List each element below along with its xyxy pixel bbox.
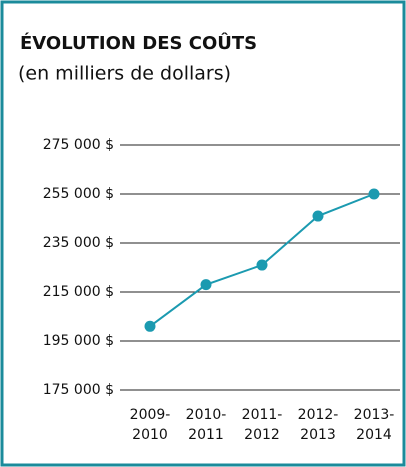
x-tick-label: 2011-2012 <box>241 407 283 443</box>
y-tick-label: 275 000 $ <box>43 137 114 153</box>
point <box>368 188 380 200</box>
y-tick-label: 175 000 $ <box>43 382 114 398</box>
point <box>144 320 156 332</box>
y-tick-label: 195 000 $ <box>43 333 114 349</box>
x-tick-label: 2009-2010 <box>129 407 171 443</box>
point <box>312 210 324 222</box>
x-tick-label: 2013-2014 <box>353 407 395 443</box>
y-tick-label: 255 000 $ <box>43 186 114 202</box>
y-tick-label: 215 000 $ <box>43 284 114 300</box>
y-tick-label: 235 000 $ <box>43 235 114 251</box>
chart-subtitle: (en milliers de dollars) <box>18 63 231 85</box>
point <box>200 279 212 291</box>
x-tick-label: 2010-2011 <box>185 407 227 443</box>
point <box>256 259 268 271</box>
x-tick-label: 2012-2013 <box>297 407 339 443</box>
chart-title: ÉVOLUTION DES COÛTS <box>20 32 257 54</box>
